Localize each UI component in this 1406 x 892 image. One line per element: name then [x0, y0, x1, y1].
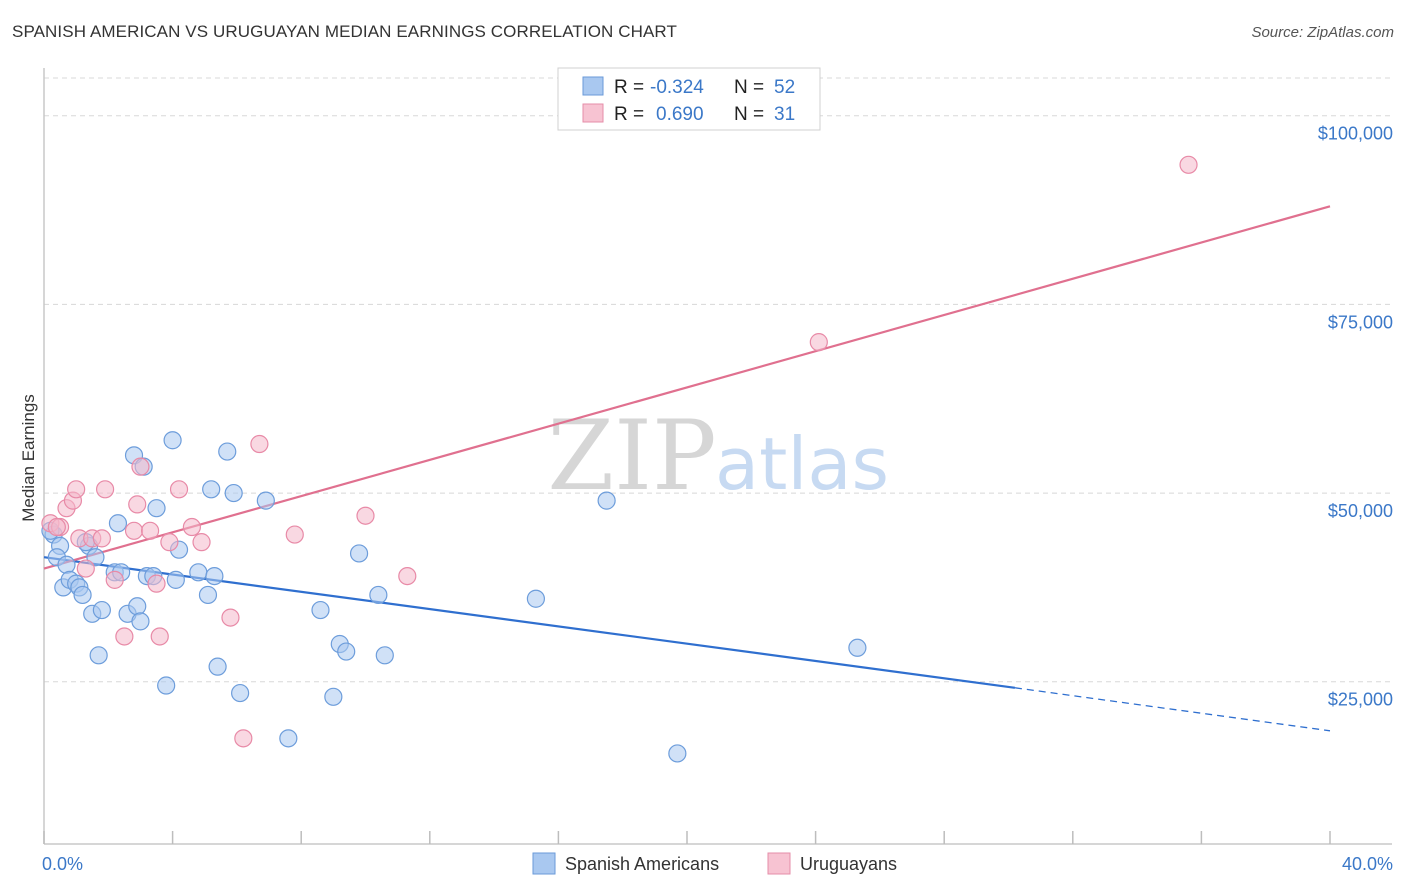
point-spanish-american — [202, 480, 221, 499]
point-spanish-american — [279, 729, 298, 748]
point-uruguayan — [150, 627, 169, 646]
legend-r-label-2: R = — [614, 104, 644, 125]
x-tick-label-max: 40.0% — [1342, 854, 1393, 874]
point-uruguayan — [285, 525, 304, 544]
correlation-legend: R = -0.324 N = 52 R = 0.690 N = 31 — [557, 67, 821, 131]
legend-n-label-1: N = — [734, 77, 764, 98]
point-uruguayan — [809, 333, 828, 352]
point-spanish-american — [208, 657, 227, 676]
y-axis-title: Median Earnings — [19, 394, 38, 522]
point-spanish-american — [108, 514, 128, 533]
legend-n-value-2: 31 — [774, 104, 795, 125]
point-spanish-american — [337, 642, 356, 661]
point-spanish-american — [131, 612, 150, 631]
point-uruguayan — [160, 533, 179, 552]
legend-swatch-blue — [582, 76, 604, 96]
point-spanish-american — [668, 744, 687, 763]
point-spanish-american — [92, 600, 111, 620]
point-uruguayan — [124, 521, 144, 540]
series-label-uruguayans: Uruguayans — [800, 854, 897, 874]
watermark-zip: ZIP — [547, 400, 716, 512]
point-spanish-american — [231, 683, 250, 703]
point-uruguayan — [115, 627, 134, 646]
legend-n-label-2: N = — [734, 104, 764, 125]
point-spanish-american — [311, 600, 330, 620]
tick-labels: $25,000 $50,000 $75,000 $100,000 0.0% 40.0% — [42, 124, 1393, 874]
point-spanish-american — [256, 491, 275, 510]
point-uruguayan — [182, 517, 201, 537]
point-spanish-american — [73, 585, 92, 605]
point-spanish-american — [597, 491, 616, 510]
point-uruguayan — [221, 608, 240, 627]
series-swatch-uruguayans — [767, 852, 791, 875]
point-uruguayan — [47, 517, 66, 537]
point-uruguayan — [67, 480, 86, 499]
point-spanish-american — [128, 597, 147, 616]
point-spanish-american — [89, 646, 108, 665]
point-spanish-american — [848, 638, 867, 657]
point-uruguayan — [1179, 155, 1198, 174]
point-spanish-american — [526, 589, 545, 608]
point-uruguayan — [192, 533, 211, 552]
point-uruguayan — [76, 559, 95, 578]
legend-n-value-1: 52 — [774, 77, 795, 98]
point-spanish-american — [157, 676, 176, 695]
legend-r-value-2: 0.690 — [656, 104, 704, 125]
y-tick-label: $100,000 — [1318, 124, 1393, 144]
series-legend: Spanish Americans Uruguayans — [532, 852, 897, 875]
watermark-atlas: atlas — [715, 422, 889, 506]
chart-title: SPANISH AMERICAN VS URUGUAYAN MEDIAN EAR… — [12, 22, 677, 41]
point-uruguayan — [250, 434, 269, 454]
point-uruguayan — [92, 529, 111, 548]
axes — [43, 68, 1392, 845]
point-spanish-american — [166, 570, 185, 589]
point-uruguayan — [234, 729, 253, 748]
series-swatch-spanish-americans — [532, 852, 556, 875]
point-spanish-american — [369, 585, 388, 605]
point-spanish-american — [375, 646, 394, 665]
point-spanish-american — [163, 431, 182, 450]
data-points — [41, 155, 1198, 763]
y-tick-label: $75,000 — [1328, 312, 1393, 332]
legend-r-value-1: -0.324 — [650, 77, 704, 98]
point-spanish-american — [189, 563, 208, 582]
trend-line-uruguayans — [43, 205, 1331, 570]
y-tick-label: $25,000 — [1328, 690, 1393, 710]
trend-line-spanish-americans-extension — [1014, 687, 1331, 732]
watermark: ZIP atlas — [547, 400, 889, 512]
point-uruguayan — [131, 457, 150, 476]
point-spanish-american — [57, 555, 76, 574]
point-uruguayan — [398, 566, 417, 586]
point-spanish-american — [147, 499, 166, 518]
point-uruguayan — [105, 570, 124, 589]
point-uruguayan — [140, 521, 160, 540]
point-spanish-american — [218, 442, 237, 461]
point-uruguayan — [147, 574, 166, 593]
point-uruguayan — [356, 506, 375, 525]
legend-r-label-1: R = — [614, 77, 644, 98]
point-uruguayan — [128, 495, 147, 514]
point-uruguayan — [169, 480, 189, 499]
series-label-spanish-americans: Spanish Americans — [565, 854, 719, 874]
legend-swatch-pink — [582, 103, 604, 123]
point-uruguayan — [95, 480, 115, 499]
trend-line-spanish-americans — [43, 556, 1016, 689]
source-label: Source: ZipAtlas.com — [1251, 24, 1394, 41]
point-spanish-american — [198, 585, 218, 605]
x-tick-label-min: 0.0% — [42, 854, 83, 874]
y-tick-label: $50,000 — [1328, 501, 1393, 521]
point-spanish-american — [324, 687, 343, 706]
point-spanish-american — [205, 566, 224, 586]
point-spanish-american — [224, 483, 243, 503]
point-spanish-american — [349, 544, 369, 563]
